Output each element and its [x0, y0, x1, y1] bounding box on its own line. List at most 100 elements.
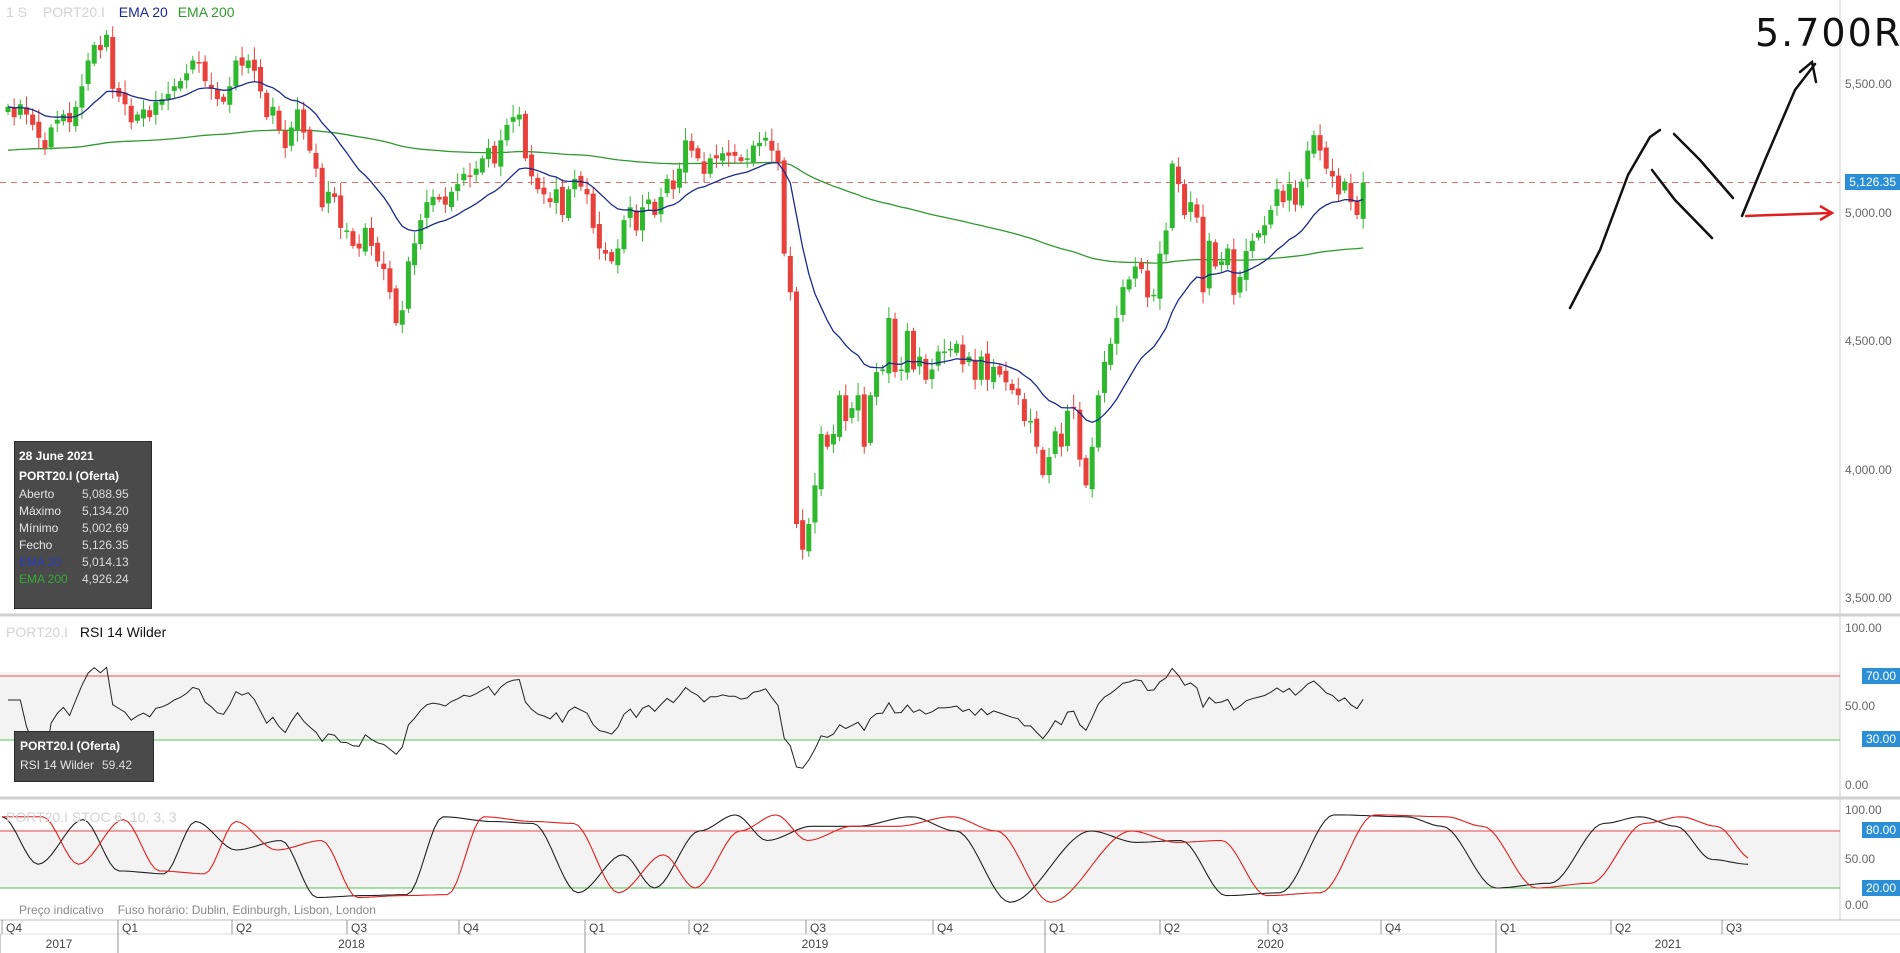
info-row-ema200: EMA 200 4,926.24: [19, 572, 129, 586]
candle-body: [319, 167, 325, 208]
candle-body: [1194, 204, 1200, 218]
quarter-label: Q2: [1164, 921, 1180, 935]
candle-body: [1219, 261, 1225, 265]
candle-body: [947, 348, 953, 351]
rsi-tick-100: 100.00: [1845, 621, 1882, 635]
rsi-title: RSI 14 Wilder: [79, 624, 167, 640]
candle-body: [954, 343, 960, 353]
candle-body: [726, 152, 732, 156]
info-date: 28 June 2021: [19, 449, 94, 463]
candle-body: [91, 45, 97, 64]
candle-body: [1009, 383, 1015, 391]
candle-body: [1138, 262, 1144, 270]
candle-body: [800, 520, 806, 550]
candle-body: [412, 243, 418, 266]
candle-body: [1065, 410, 1071, 446]
candle-body: [381, 263, 387, 270]
ema20-legend[interactable]: EMA 20: [118, 4, 168, 20]
stoch-header: PORT20.I STOC 6, 10, 3, 3: [6, 809, 177, 825]
candle-body: [1114, 318, 1120, 344]
candle-body: [1249, 240, 1255, 252]
candle-body: [1145, 270, 1151, 298]
candle-body: [1021, 399, 1027, 421]
stoch-band: [0, 829, 1840, 888]
candle-body: [627, 207, 633, 218]
candle-body: [1101, 361, 1107, 393]
candle-body: [5, 106, 11, 112]
candle-body: [473, 168, 479, 175]
candle-body: [757, 142, 763, 147]
candle-body: [1323, 147, 1329, 169]
candle-body: [23, 107, 29, 115]
candle-body: [707, 158, 713, 174]
candle-body: [97, 45, 103, 51]
candle-body: [566, 189, 572, 219]
info-row-high: Máximo 5,134.20: [19, 504, 129, 518]
candle-body: [529, 154, 535, 177]
candle-body: [54, 119, 60, 124]
candle-body: [1286, 184, 1292, 201]
candle-body: [1237, 276, 1243, 293]
info-row-open: Aberto 5,088.95: [19, 487, 129, 501]
candle-body: [664, 178, 670, 194]
info-row-close: Fecho 5,126.35: [19, 538, 129, 552]
candle-body: [522, 113, 528, 159]
year-label: 2020: [1257, 937, 1284, 951]
candle-body: [1274, 189, 1280, 206]
candle-body: [1200, 216, 1206, 293]
candle-body: [849, 408, 855, 418]
candle-body: [676, 168, 682, 188]
candle-body: [190, 60, 196, 70]
candle-body: [461, 173, 467, 181]
candle-body: [547, 198, 553, 203]
candle-body: [1132, 266, 1138, 279]
candle-body: [399, 310, 405, 325]
rsi-tick-0: 0.00: [1845, 778, 1869, 792]
quarter-label: Q3: [810, 921, 826, 935]
rsi-header: PORT20.I RSI 14 Wilder: [6, 624, 166, 640]
candle-body: [375, 242, 381, 262]
candle-body: [769, 140, 775, 151]
year-label: 2021: [1655, 937, 1682, 951]
candle-body: [276, 110, 282, 131]
candle-body: [1292, 187, 1298, 205]
candle-body: [750, 145, 756, 163]
chart-footer: Preço indicativo Fuso horário: Dublin, Ed…: [19, 903, 376, 917]
ema20-line: [7, 80, 1364, 424]
rsi-info-box: PORT20.I (Oferta) RSI 14 Wilder 59.42: [14, 731, 154, 782]
candle-body: [1317, 135, 1323, 151]
candle-body: [153, 101, 159, 115]
quarter-label: Q1: [1049, 921, 1065, 935]
candle-body: [455, 184, 461, 192]
candle-body: [85, 60, 91, 84]
candle-body: [646, 199, 652, 205]
candle-body: [258, 66, 264, 92]
candle-body: [356, 243, 362, 249]
candle-body: [313, 152, 319, 169]
candle-body: [824, 434, 830, 447]
candle-body: [991, 366, 997, 383]
candle-body: [732, 151, 738, 156]
candle-body: [775, 150, 781, 164]
quarter-label: Q4: [1385, 921, 1401, 935]
candle-body: [695, 148, 701, 159]
candle-body: [633, 210, 639, 231]
candle-body: [609, 252, 615, 262]
candle-body: [683, 140, 689, 173]
candle-body: [1212, 242, 1218, 267]
candle-body: [30, 114, 36, 125]
drawn-support-arrow: [1744, 211, 1831, 218]
candle-body: [621, 220, 627, 250]
candle-body: [892, 318, 898, 373]
ema200-legend[interactable]: EMA 200: [177, 4, 235, 20]
candle-body: [1120, 287, 1126, 315]
candle-body: [418, 220, 424, 245]
rsi-symbol: PORT20.I: [6, 624, 68, 640]
rsi-tick-50: 50.00: [1845, 699, 1876, 713]
candle-body: [282, 130, 288, 149]
candle-body: [128, 105, 134, 123]
candle-body: [652, 201, 658, 215]
year-label: 2017: [46, 937, 73, 951]
quarter-label: Q4: [463, 921, 479, 935]
